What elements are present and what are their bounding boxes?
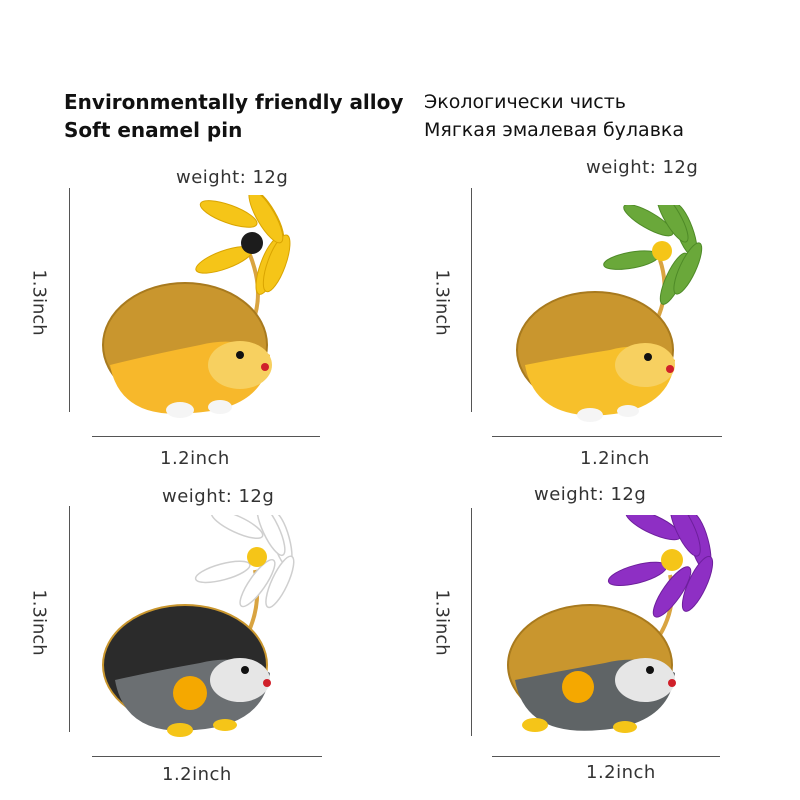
height-dimension-line — [69, 506, 70, 732]
width-dimension-line — [92, 756, 322, 757]
height-label: 1.3inch — [431, 269, 453, 336]
hedgehog-body-icon — [102, 604, 271, 737]
width-dimension-line — [92, 436, 320, 437]
weight-label: weight: 12g — [162, 486, 275, 507]
width-label: 1.2inch — [162, 764, 232, 785]
flower-icon — [195, 195, 291, 347]
hedgehog-body-icon — [507, 604, 676, 733]
weight-label: weight: 12g — [534, 484, 647, 505]
height-label: 1.3inch — [28, 589, 50, 656]
width-label: 1.2inch — [580, 448, 650, 469]
flower-icon — [194, 515, 295, 662]
height-dimension-line — [471, 508, 472, 736]
height-dimension-line — [471, 188, 472, 412]
flower-icon — [607, 515, 714, 662]
width-dimension-line — [492, 436, 722, 437]
hedgehog-pin-purple — [507, 515, 714, 733]
height-label: 1.3inch — [431, 589, 453, 656]
hedgehog-body-icon — [516, 291, 675, 422]
width-label: 1.2inch — [586, 762, 656, 783]
title-russian-line2: Мягкая эмалевая булавка — [424, 119, 685, 141]
weight-label: weight: 12g — [176, 167, 289, 188]
title-english: Environmentally friendly alloy Soft enam… — [64, 88, 403, 144]
hedgehog-pin-yellow — [102, 195, 291, 418]
title-russian-line1: Экологически чисть — [424, 91, 626, 113]
weight-label: weight: 12g — [586, 157, 699, 178]
hedgehog-body-icon — [102, 282, 272, 418]
width-label: 1.2inch — [160, 448, 230, 469]
width-dimension-line — [492, 756, 720, 757]
flower-icon — [603, 205, 703, 347]
title-english-line2: Soft enamel pin — [64, 118, 243, 142]
hedgehog-pin-green — [516, 205, 703, 422]
title-english-line1: Environmentally friendly alloy — [64, 90, 404, 114]
height-label: 1.3inch — [28, 269, 50, 336]
title-russian: Экологически чисть Мягкая эмалевая булав… — [424, 88, 684, 144]
hedgehog-pin-white — [102, 515, 295, 737]
height-dimension-line — [69, 188, 70, 412]
